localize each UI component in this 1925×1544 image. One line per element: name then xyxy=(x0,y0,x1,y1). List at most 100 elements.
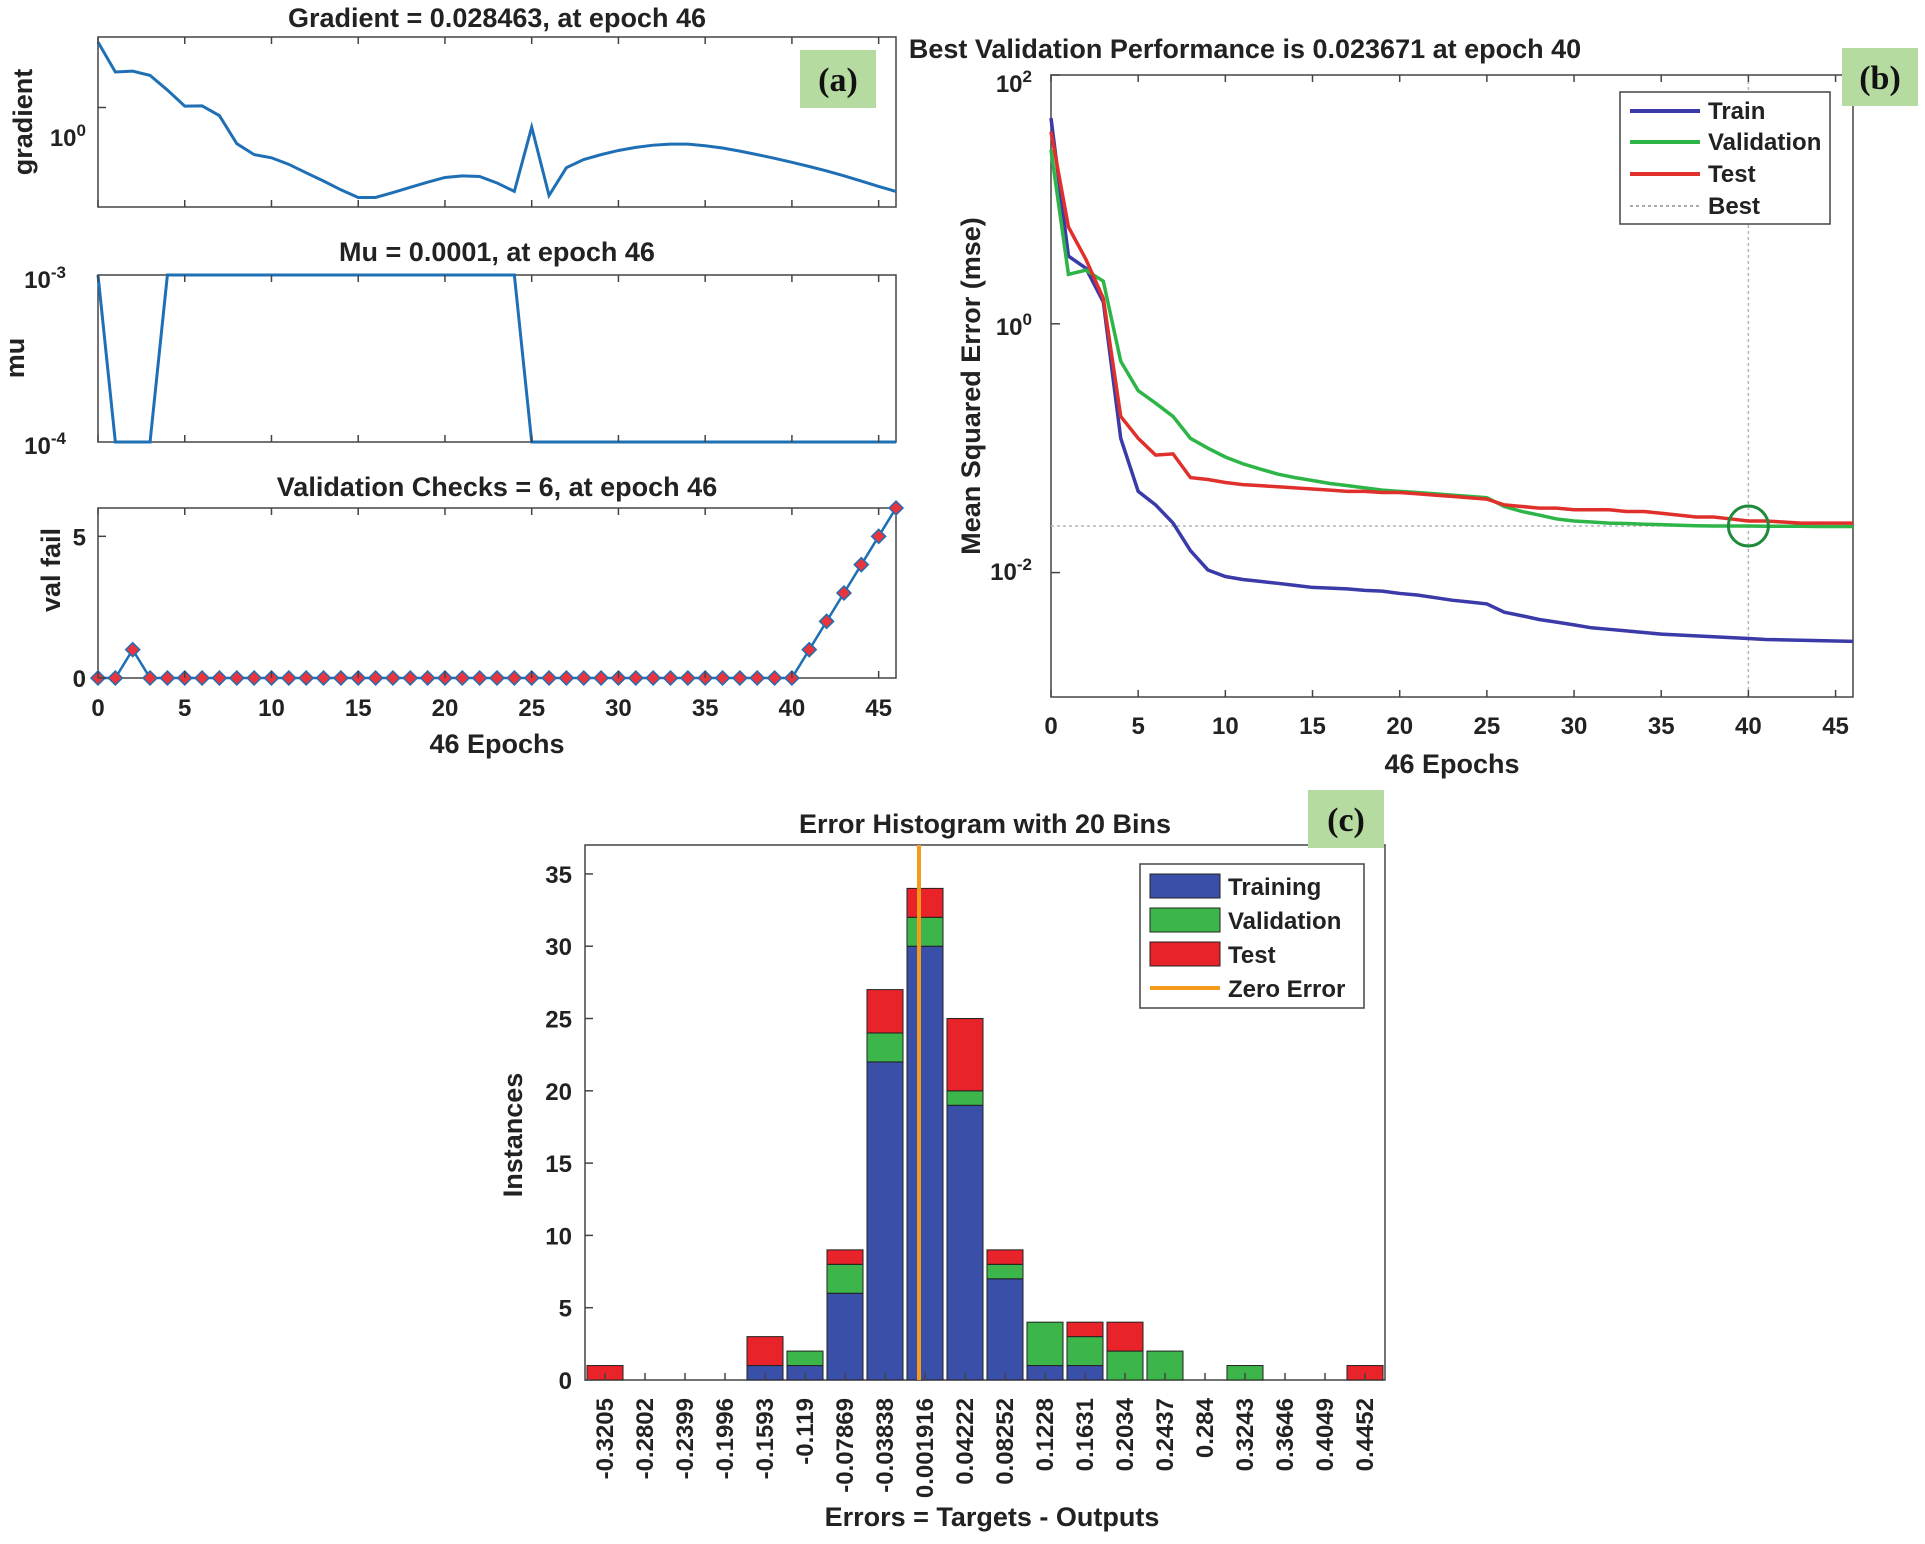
histogram-ytick-label: 15 xyxy=(545,1151,572,1178)
histogram-bar-training xyxy=(826,1292,864,1381)
valcheck-point xyxy=(818,613,835,630)
valcheck-point xyxy=(679,669,696,687)
histogram-bar-validation xyxy=(826,1263,864,1294)
histogram-xtick-label: -0.07869 xyxy=(832,1398,859,1493)
performance-chart: Best Validation Performance is 0.023671 … xyxy=(909,34,1854,779)
svg-text:10-4: 10-4 xyxy=(24,429,66,460)
histogram-xtick-label: 0.1631 xyxy=(1072,1398,1099,1471)
histogram-xtick-label: 0.4452 xyxy=(1352,1398,1379,1471)
valcheck-xtick-label: 25 xyxy=(518,695,545,722)
histogram-xtick-label: -0.1996 xyxy=(712,1398,739,1479)
valcheck-point xyxy=(488,669,506,687)
valcheck-point xyxy=(835,584,853,602)
valcheck-point xyxy=(367,669,384,687)
histogram-xtick-label: -0.2399 xyxy=(672,1398,699,1479)
performance-ytick-100-base: 10 xyxy=(996,71,1023,98)
valcheck-point xyxy=(315,669,332,687)
histogram-ytick-label: 5 xyxy=(559,1296,572,1323)
performance-ytick-001-exp: -2 xyxy=(1017,555,1032,574)
histogram-legend: Training Validation Test Zero Error xyxy=(1139,863,1365,1009)
histogram-xtick-label: 0.284 xyxy=(1192,1397,1219,1458)
performance-ytick-1-base: 10 xyxy=(996,314,1023,341)
valcheck-xtick-label: 30 xyxy=(605,695,632,722)
panel-badge-b-label: (b) xyxy=(1859,60,1901,97)
histogram-title: Error Histogram with 20 Bins xyxy=(799,809,1171,839)
legend-training-label: Training xyxy=(1228,874,1321,901)
valcheck-point xyxy=(645,669,662,687)
legend-training-swatch xyxy=(1149,873,1221,899)
legend-train-label: Train xyxy=(1708,98,1765,125)
performance-xtick-label: 5 xyxy=(1131,713,1144,740)
performance-ytick-1-exp: 0 xyxy=(1023,310,1032,329)
performance-xtick-label: 30 xyxy=(1561,713,1588,740)
legend-hist-test-swatch xyxy=(1149,941,1221,967)
valcheck-point xyxy=(506,669,523,687)
performance-ylabel: Mean Squared Error (mse) xyxy=(956,217,986,555)
svg-text:102: 102 xyxy=(996,67,1032,98)
performance-xlabel: 46 Epochs xyxy=(1384,749,1519,779)
histogram-xtick-label: 0.2437 xyxy=(1152,1398,1179,1471)
gradient-ytick-exp: 0 xyxy=(77,121,86,140)
performance-xtick-label: 20 xyxy=(1386,713,1413,740)
valcheck-title: Validation Checks = 6, at epoch 46 xyxy=(277,472,717,502)
gradient-ytick-base: 10 xyxy=(50,125,77,152)
histogram-ytick-label: 35 xyxy=(545,862,572,889)
performance-xtick-label: 35 xyxy=(1648,713,1675,740)
valcheck-point xyxy=(749,669,766,687)
valcheck-point xyxy=(384,669,401,687)
histogram-xtick-label: -0.2802 xyxy=(632,1398,659,1479)
valcheck-point xyxy=(402,669,419,687)
histogram-xtick-label: 0.3646 xyxy=(1272,1398,1299,1471)
valcheck-point xyxy=(280,669,297,687)
histogram-bar-validation xyxy=(866,1032,904,1063)
histogram-ytick-label: 20 xyxy=(545,1079,572,1106)
histogram-bar-training xyxy=(946,1104,984,1381)
histogram-xtick-label: -0.03838 xyxy=(872,1398,899,1493)
valcheck-point xyxy=(124,641,141,658)
valcheck-point xyxy=(575,669,592,687)
gradient-chart: Gradient = 0.028463, at epoch 46 gradien… xyxy=(8,3,897,208)
svg-text:10-3: 10-3 xyxy=(24,263,66,294)
performance-xtick-label: 10 xyxy=(1212,713,1239,740)
valcheck-xtick-label: 15 xyxy=(345,695,372,722)
valcheck-point xyxy=(228,669,245,687)
valcheck-point xyxy=(332,669,349,687)
valcheck-point xyxy=(419,669,436,687)
valcheck-point xyxy=(298,669,315,687)
histogram-bar-validation xyxy=(1066,1336,1104,1367)
histogram-bar-training xyxy=(906,945,944,1381)
panel-badge-c: (c) xyxy=(1308,790,1384,848)
panel-badge-b: (b) xyxy=(1842,48,1918,106)
histogram-bar-test xyxy=(946,1018,984,1092)
legend-hist-validation-swatch xyxy=(1149,907,1221,933)
histogram-ytick-label: 25 xyxy=(545,1007,572,1034)
valcheck-point xyxy=(159,669,176,687)
valcheck-point xyxy=(662,669,679,687)
valcheck-point xyxy=(627,669,644,687)
performance-ytick-label-100: 102 xyxy=(996,67,1032,98)
valcheck-point xyxy=(454,669,471,687)
mu-ytick-bottom-base: 10 xyxy=(24,433,51,460)
legend-test-label: Test xyxy=(1708,161,1756,188)
performance-line-train xyxy=(1049,117,1854,644)
histogram-xtick-label: 0.001916 xyxy=(912,1398,939,1498)
performance-ytick-label-1: 100 xyxy=(996,310,1032,341)
panel-badge-a: (a) xyxy=(800,50,876,108)
histogram-xtick-label: 0.08252 xyxy=(992,1398,1019,1485)
mu-chart: Mu = 0.0001, at epoch 46 mu 10-3 10-4 xyxy=(0,237,897,460)
mu-ytick-top-base: 10 xyxy=(24,267,51,294)
performance-ytick-100-exp: 2 xyxy=(1023,67,1032,86)
performance-xtick-label: 15 xyxy=(1299,713,1326,740)
valcheck-point xyxy=(731,669,748,687)
mu-ylabel: mu xyxy=(0,338,30,379)
histogram-xtick-label: 0.2034 xyxy=(1112,1397,1139,1471)
histogram-bar-test xyxy=(746,1336,784,1367)
valcheck-xtick-label: 20 xyxy=(432,695,459,722)
valcheck-point xyxy=(853,556,870,573)
histogram-xtick-label: 0.3243 xyxy=(1232,1398,1259,1471)
valcheck-point xyxy=(593,669,610,687)
gradient-plot-frame xyxy=(97,36,897,208)
histogram-chart: Error Histogram with 20 Bins Instances E… xyxy=(498,809,1386,1532)
